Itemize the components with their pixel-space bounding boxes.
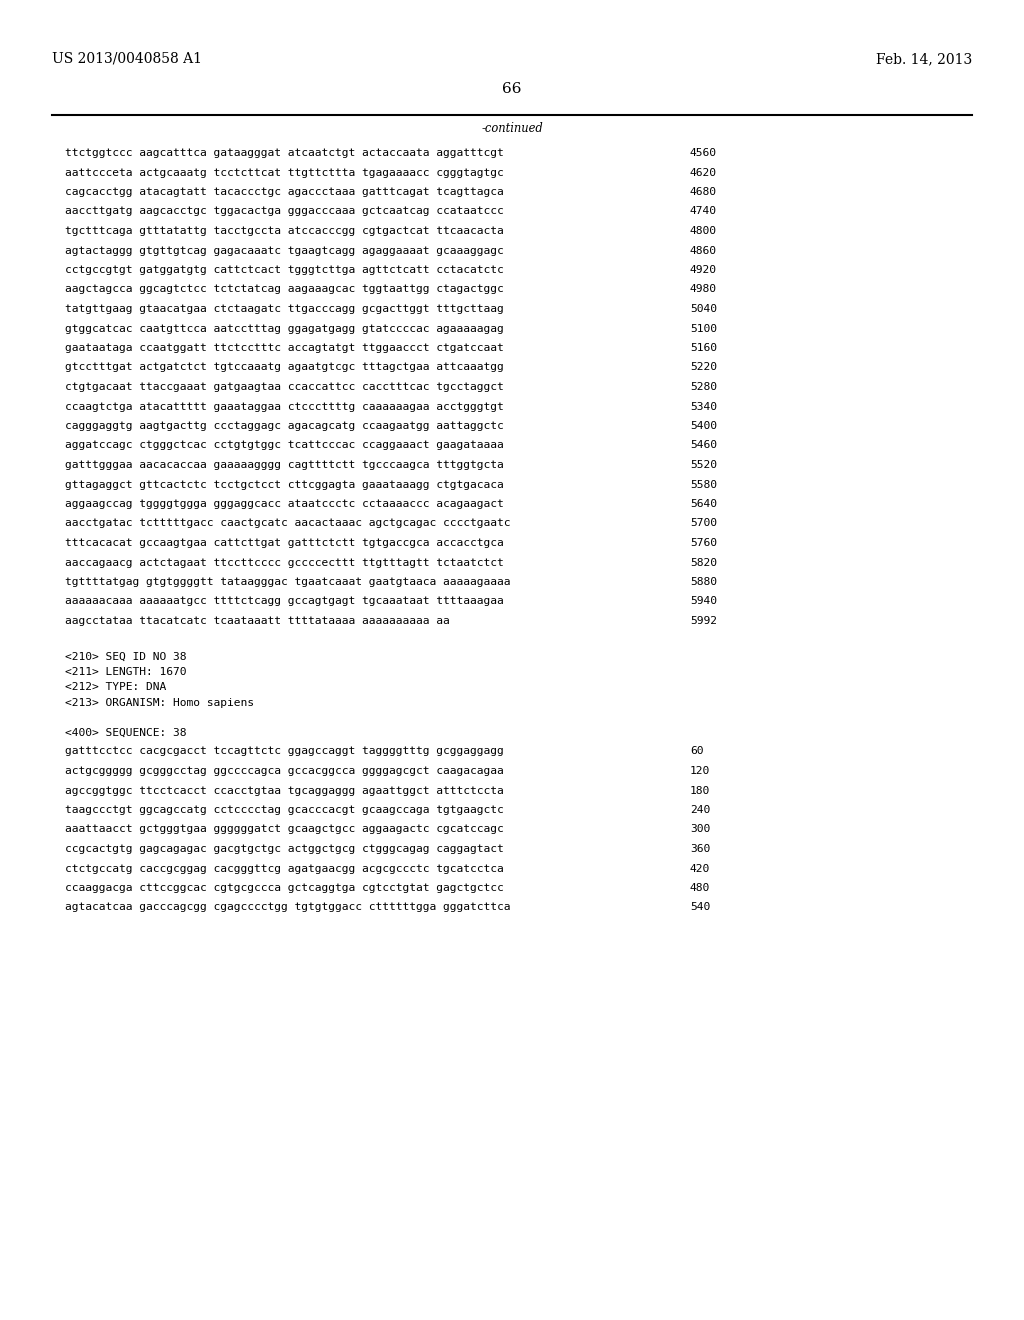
Text: gatttcctcc cacgcgacct tccagttctc ggagccaggt taggggtttg gcggaggagg: gatttcctcc cacgcgacct tccagttctc ggagcca…	[65, 747, 504, 756]
Text: ctgtgacaat ttaccgaaat gatgaagtaa ccaccattcc cacctttcac tgcctaggct: ctgtgacaat ttaccgaaat gatgaagtaa ccaccat…	[65, 381, 504, 392]
Text: 480: 480	[690, 883, 711, 894]
Text: 4680: 4680	[690, 187, 717, 197]
Text: 420: 420	[690, 863, 711, 874]
Text: 5220: 5220	[690, 363, 717, 372]
Text: 5400: 5400	[690, 421, 717, 432]
Text: actgcggggg gcgggcctag ggccccagca gccacggcca ggggagcgct caagacagaa: actgcggggg gcgggcctag ggccccagca gccacgg…	[65, 766, 504, 776]
Text: aaattaacct gctgggtgaa ggggggatct gcaagctgcc aggaagactc cgcatccagc: aaattaacct gctgggtgaa ggggggatct gcaagct…	[65, 825, 504, 834]
Text: 4740: 4740	[690, 206, 717, 216]
Text: gtcctttgat actgatctct tgtccaaatg agaatgtcgc tttagctgaa attcaaatgg: gtcctttgat actgatctct tgtccaaatg agaatgt…	[65, 363, 504, 372]
Text: ttctggtccc aagcatttca gataagggat atcaatctgt actaccaata aggatttcgt: ttctggtccc aagcatttca gataagggat atcaatc…	[65, 148, 504, 158]
Text: aggaagccag tggggtggga gggaggcacc ataatccctc cctaaaaccc acagaagact: aggaagccag tggggtggga gggaggcacc ataatcc…	[65, 499, 504, 510]
Text: ctctgccatg caccgcggag cacgggttcg agatgaacgg acgcgccctc tgcatcctca: ctctgccatg caccgcggag cacgggttcg agatgaa…	[65, 863, 504, 874]
Text: 5880: 5880	[690, 577, 717, 587]
Text: ccaaggacga cttccggcac cgtgcgccca gctcaggtga cgtcctgtat gagctgctcc: ccaaggacga cttccggcac cgtgcgccca gctcagg…	[65, 883, 504, 894]
Text: 4980: 4980	[690, 285, 717, 294]
Text: aggatccagc ctgggctcac cctgtgtggc tcattcccac ccaggaaact gaagataaaa: aggatccagc ctgggctcac cctgtgtggc tcattcc…	[65, 441, 504, 450]
Text: <210> SEQ ID NO 38: <210> SEQ ID NO 38	[65, 652, 186, 661]
Text: gatttgggaa aacacaccaa gaaaaagggg cagttttctt tgcccaagca tttggtgcta: gatttgggaa aacacaccaa gaaaaagggg cagtttt…	[65, 459, 504, 470]
Text: gaataataga ccaatggatt ttctcctttc accagtatgt ttggaaccct ctgatccaat: gaataataga ccaatggatt ttctcctttc accagta…	[65, 343, 504, 352]
Text: 4920: 4920	[690, 265, 717, 275]
Text: tgctttcaga gtttatattg tacctgccta atccacccgg cgtgactcat ttcaacacta: tgctttcaga gtttatattg tacctgccta atccacc…	[65, 226, 504, 236]
Text: 5340: 5340	[690, 401, 717, 412]
Text: 5820: 5820	[690, 557, 717, 568]
Text: 300: 300	[690, 825, 711, 834]
Text: 5700: 5700	[690, 519, 717, 528]
Text: 5640: 5640	[690, 499, 717, 510]
Text: 5280: 5280	[690, 381, 717, 392]
Text: aaccttgatg aagcacctgc tggacactga gggacccaaa gctcaatcag ccataatccc: aaccttgatg aagcacctgc tggacactga gggaccc…	[65, 206, 504, 216]
Text: 540: 540	[690, 903, 711, 912]
Text: 4860: 4860	[690, 246, 717, 256]
Text: <400> SEQUENCE: 38: <400> SEQUENCE: 38	[65, 727, 186, 738]
Text: <213> ORGANISM: Homo sapiens: <213> ORGANISM: Homo sapiens	[65, 698, 254, 708]
Text: aagctagcca ggcagtctcc tctctatcag aagaaagcac tggtaattgg ctagactggc: aagctagcca ggcagtctcc tctctatcag aagaaag…	[65, 285, 504, 294]
Text: tttcacacat gccaagtgaa cattcttgat gatttctctt tgtgaccgca accacctgca: tttcacacat gccaagtgaa cattcttgat gatttct…	[65, 539, 504, 548]
Text: cagggaggtg aagtgacttg ccctaggagc agacagcatg ccaagaatgg aattaggctc: cagggaggtg aagtgacttg ccctaggagc agacagc…	[65, 421, 504, 432]
Text: aagcctataa ttacatcatc tcaataaatt ttttataaaa aaaaaaaaaa aa: aagcctataa ttacatcatc tcaataaatt ttttata…	[65, 616, 450, 626]
Text: 66: 66	[502, 82, 522, 96]
Text: 5580: 5580	[690, 479, 717, 490]
Text: Feb. 14, 2013: Feb. 14, 2013	[876, 51, 972, 66]
Text: 60: 60	[690, 747, 703, 756]
Text: aaaaaacaaa aaaaaatgcc ttttctcagg gccagtgagt tgcaaataat ttttaaagaa: aaaaaacaaa aaaaaatgcc ttttctcagg gccagtg…	[65, 597, 504, 606]
Text: 360: 360	[690, 843, 711, 854]
Text: 5992: 5992	[690, 616, 717, 626]
Text: -continued: -continued	[481, 121, 543, 135]
Text: tgttttatgag gtgtggggtt tataagggac tgaatcaaat gaatgtaaca aaaaagaaaa: tgttttatgag gtgtggggtt tataagggac tgaatc…	[65, 577, 511, 587]
Text: 5520: 5520	[690, 459, 717, 470]
Text: gttagaggct gttcactctc tcctgctcct cttcggagta gaaataaagg ctgtgacaca: gttagaggct gttcactctc tcctgctcct cttcgga…	[65, 479, 504, 490]
Text: ccaagtctga atacattttt gaaataggaa ctcccttttg caaaaaagaa acctgggtgt: ccaagtctga atacattttt gaaataggaa ctccctt…	[65, 401, 504, 412]
Text: 4560: 4560	[690, 148, 717, 158]
Text: 5160: 5160	[690, 343, 717, 352]
Text: agtacatcaa gacccagcgg cgagcccctgg tgtgtggacc cttttttgga gggatcttca: agtacatcaa gacccagcgg cgagcccctgg tgtgtg…	[65, 903, 511, 912]
Text: cctgccgtgt gatggatgtg cattctcact tgggtcttga agttctcatt cctacatctc: cctgccgtgt gatggatgtg cattctcact tgggtct…	[65, 265, 504, 275]
Text: agccggtggc ttcctcacct ccacctgtaa tgcaggaggg agaattggct atttctccta: agccggtggc ttcctcacct ccacctgtaa tgcagga…	[65, 785, 504, 796]
Text: 5100: 5100	[690, 323, 717, 334]
Text: 4620: 4620	[690, 168, 717, 177]
Text: aattccceta actgcaaatg tcctcttcat ttgttcttta tgagaaaacc cgggtagtgc: aattccceta actgcaaatg tcctcttcat ttgttct…	[65, 168, 504, 177]
Text: 5760: 5760	[690, 539, 717, 548]
Text: 4800: 4800	[690, 226, 717, 236]
Text: <211> LENGTH: 1670: <211> LENGTH: 1670	[65, 667, 186, 677]
Text: 120: 120	[690, 766, 711, 776]
Text: 180: 180	[690, 785, 711, 796]
Text: tatgttgaag gtaacatgaa ctctaagatc ttgacccagg gcgacttggt tttgcttaag: tatgttgaag gtaacatgaa ctctaagatc ttgaccc…	[65, 304, 504, 314]
Text: ccgcactgtg gagcagagac gacgtgctgc actggctgcg ctgggcagag caggagtact: ccgcactgtg gagcagagac gacgtgctgc actggct…	[65, 843, 504, 854]
Text: 5460: 5460	[690, 441, 717, 450]
Text: taagccctgt ggcagccatg cctcccctag gcacccacgt gcaagccaga tgtgaagctc: taagccctgt ggcagccatg cctcccctag gcaccca…	[65, 805, 504, 814]
Text: aacctgatac tctttttgacc caactgcatc aacactaaac agctgcagac cccctgaatc: aacctgatac tctttttgacc caactgcatc aacact…	[65, 519, 511, 528]
Text: 5040: 5040	[690, 304, 717, 314]
Text: gtggcatcac caatgttcca aatcctttag ggagatgagg gtatccccac agaaaaagag: gtggcatcac caatgttcca aatcctttag ggagatg…	[65, 323, 504, 334]
Text: aaccagaacg actctagaat ttccttcccc gccccecttt ttgtttagtt tctaatctct: aaccagaacg actctagaat ttccttcccc gccccec…	[65, 557, 504, 568]
Text: cagcacctgg atacagtatt tacaccctgc agaccctaaa gatttcagat tcagttagca: cagcacctgg atacagtatt tacaccctgc agaccct…	[65, 187, 504, 197]
Text: 240: 240	[690, 805, 711, 814]
Text: agtactaggg gtgttgtcag gagacaaatc tgaagtcagg agaggaaaat gcaaaggagc: agtactaggg gtgttgtcag gagacaaatc tgaagtc…	[65, 246, 504, 256]
Text: 5940: 5940	[690, 597, 717, 606]
Text: US 2013/0040858 A1: US 2013/0040858 A1	[52, 51, 202, 66]
Text: <212> TYPE: DNA: <212> TYPE: DNA	[65, 682, 166, 693]
